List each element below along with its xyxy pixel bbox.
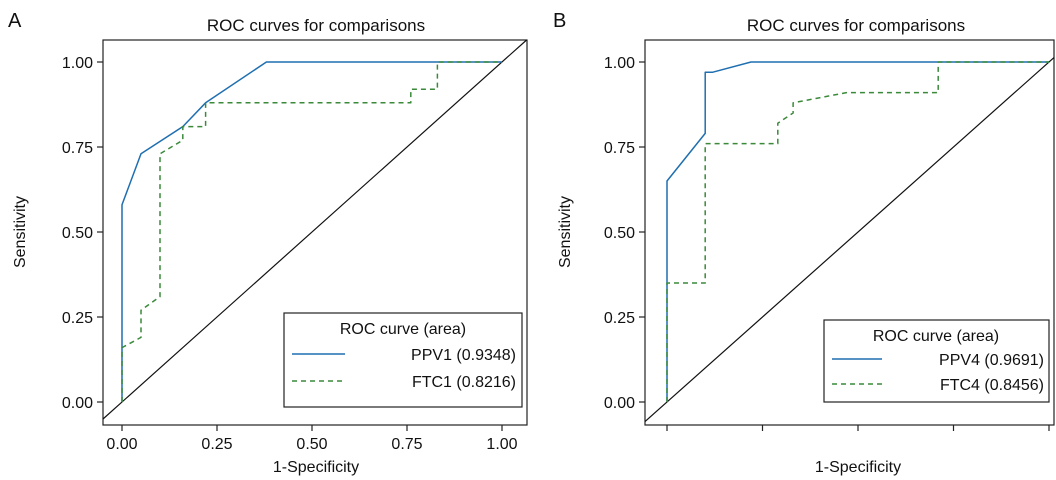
x-axis-label-a: 1-Specificity — [273, 459, 359, 476]
legend-a: ROC curve (area) PPV1 (0.9348) FTC1 (0.8… — [283, 312, 523, 408]
legend-box-a — [283, 312, 523, 408]
legend-title-b: ROC curve (area) — [873, 328, 999, 345]
legend-label-ppv1: PPV1 (0.9348) — [411, 347, 516, 364]
y-tick-label-b-0: 0.00 — [604, 395, 635, 412]
panel-b: B ROC curves for comparisons 0.00 0.25 0.5… — [553, 10, 1055, 476]
y-tick-label-b-3: 0.75 — [604, 140, 635, 157]
roc-series-b-1 — [666, 61, 1049, 402]
reference-diagonal-a — [102, 39, 527, 420]
y-tick-label-b-2: 0.50 — [604, 225, 635, 242]
roc-series-b-0 — [666, 61, 1049, 402]
legend-label-ftc4: FTC4 (0.8456) — [940, 377, 1044, 394]
x-tick-label-a-3: 0.75 — [391, 436, 422, 453]
legend-b: ROC curve (area) PPV4 (0.9691) FTC4 (0.8… — [823, 319, 1050, 403]
y-tick-label-a-4: 1.00 — [62, 55, 93, 72]
panel-label-a: A — [8, 10, 22, 32]
panel-label-b: B — [553, 10, 566, 32]
y-axis-label-b: Sensitivity — [557, 196, 574, 268]
chart-title-a: ROC curves for comparisons — [207, 16, 425, 35]
chart-title-b: ROC curves for comparisons — [747, 16, 965, 35]
x-tick-label-a-2: 0.50 — [296, 436, 327, 453]
reference-diagonal-b — [644, 57, 1055, 423]
y-axis-label-a: Sensitivity — [12, 196, 29, 268]
x-tick-label-a-4: 1.00 — [486, 436, 517, 453]
plot-area-a: 0.00 0.25 0.50 0.75 1.00 0.00 0.25 0.50 0.75 1.00 — [62, 39, 527, 453]
y-tick-label-b-4: 1.00 — [604, 55, 635, 72]
y-tick-label-a-1: 0.25 — [62, 310, 93, 327]
legend-label-ppv4: PPV4 (0.9691) — [939, 352, 1044, 369]
x-axis-label-b: 1-Specificity — [815, 459, 901, 476]
roc-series-a-1 — [121, 61, 502, 402]
plot-area-b: 0.00 0.25 0.50 0.75 1.00 — [604, 55, 1055, 431]
x-tick-label-a-1: 0.25 — [201, 436, 232, 453]
y-tick-label-a-0: 0.00 — [62, 395, 93, 412]
y-tick-label-a-3: 0.75 — [62, 140, 93, 157]
panel-a: A ROC curves for comparisons 0.00 0.25 0.5… — [8, 10, 528, 476]
legend-label-ftc1: FTC1 (0.8216) — [412, 374, 516, 391]
legend-box-b — [823, 319, 1050, 403]
y-tick-label-a-2: 0.50 — [62, 225, 93, 242]
y-tick-label-b-1: 0.25 — [604, 310, 635, 327]
x-tick-label-a-0: 0.00 — [106, 436, 137, 453]
legend-title-a: ROC curve (area) — [340, 321, 466, 338]
